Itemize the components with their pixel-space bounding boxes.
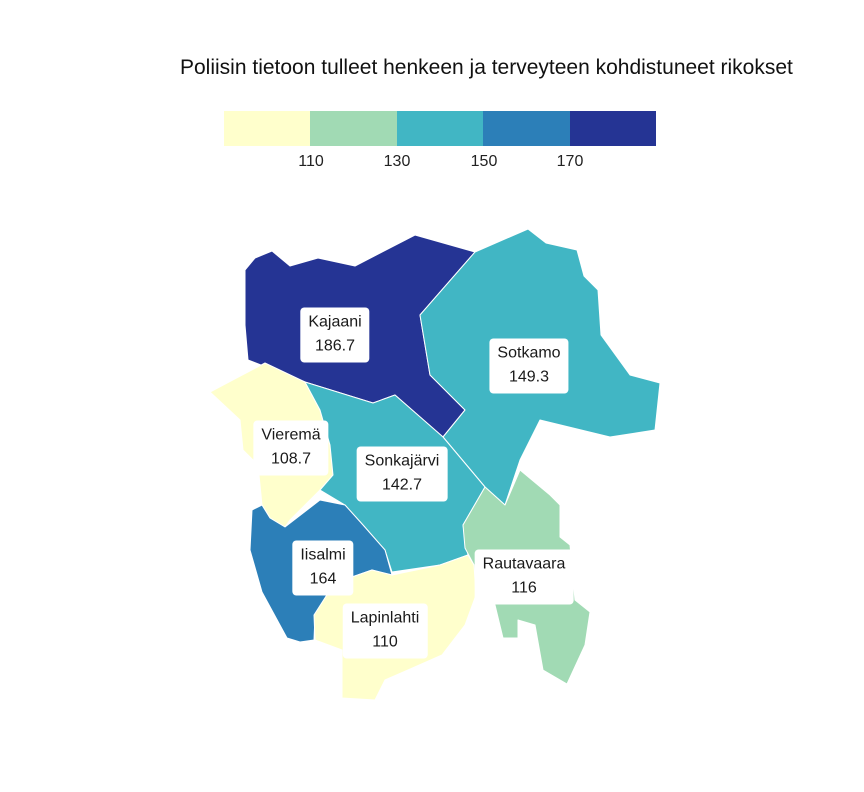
map-title: Poliisin tietoon tulleet henkeen ja terv… — [180, 56, 793, 79]
region-name: Iisalmi — [300, 546, 346, 564]
legend-bin-3 — [396, 111, 484, 146]
region-name: Lapinlahti — [350, 609, 420, 627]
label-sotkamo: Sotkamo 149.3 — [489, 338, 569, 394]
region-value: 108.7 — [270, 450, 312, 468]
label-lapinlahti: Lapinlahti 110 — [342, 603, 428, 659]
label-rautavaara: Rautavaara 116 — [474, 549, 574, 605]
label-kajaani: Kajaani 186.7 — [300, 307, 370, 363]
legend-tick-170: 170 — [556, 153, 584, 170]
legend-tick-130: 130 — [383, 153, 411, 170]
region-value: 116 — [511, 579, 537, 597]
region-value: 186.7 — [314, 337, 356, 355]
region-name: Sonkajärvi — [364, 452, 440, 470]
legend-tick-150: 150 — [470, 153, 498, 170]
region-name: Sotkamo — [497, 344, 561, 362]
label-vierema: Vieremä 108.7 — [253, 420, 329, 476]
legend-color-bar — [224, 111, 657, 146]
region-name: Kajaani — [308, 313, 362, 331]
region-value: 142.7 — [381, 476, 423, 494]
region-value: 149.3 — [508, 368, 550, 386]
region-name: Vieremä — [261, 426, 321, 444]
legend-bin-1 — [224, 111, 311, 146]
label-sonkajarvi: Sonkajärvi 142.7 — [356, 446, 448, 502]
legend-bin-4 — [483, 111, 570, 146]
region-name: Rautavaara — [482, 555, 566, 573]
legend-bin-2 — [310, 111, 397, 146]
legend-bin-5 — [569, 111, 657, 146]
legend-tick-110: 110 — [298, 153, 324, 170]
region-value: 110 — [372, 633, 398, 651]
label-iisalmi: Iisalmi 164 — [292, 540, 354, 596]
region-value: 164 — [309, 570, 337, 588]
